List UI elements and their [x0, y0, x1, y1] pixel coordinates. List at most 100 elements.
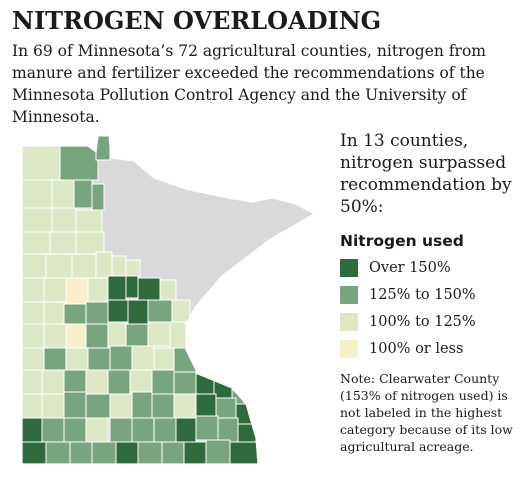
- county: [175, 417, 197, 443]
- county: [63, 303, 87, 325]
- county: [95, 251, 113, 279]
- county: [85, 323, 109, 349]
- county: [125, 323, 149, 347]
- county: [215, 397, 237, 419]
- legend-swatch: [340, 259, 358, 277]
- county: [59, 145, 99, 181]
- county: [22, 441, 47, 464]
- legend-label: 100% to 125%: [369, 314, 476, 330]
- note-text: Note: Clearwater County (153% of nitroge…: [340, 371, 513, 454]
- county: [153, 347, 175, 371]
- county: [171, 299, 191, 323]
- legend-panel: In 13 counties, nitrogen surpassed recom…: [340, 130, 526, 455]
- county: [107, 369, 131, 395]
- county: [41, 417, 65, 443]
- county: [151, 393, 175, 419]
- county: [22, 323, 45, 349]
- county: [91, 441, 117, 464]
- county: [205, 439, 231, 464]
- county: [107, 275, 127, 301]
- county: [173, 347, 197, 373]
- county: [217, 417, 239, 443]
- legend-swatch: [340, 313, 358, 331]
- legend-item-100-or-less: 100% or less: [340, 340, 526, 358]
- county: [159, 279, 177, 301]
- county: [151, 369, 175, 395]
- county: [43, 277, 67, 303]
- county-fill-layer: [22, 135, 314, 464]
- county: [131, 345, 155, 371]
- county: [125, 275, 139, 299]
- county: [195, 393, 217, 417]
- county: [87, 347, 111, 371]
- county: [153, 417, 177, 443]
- county: [147, 299, 173, 323]
- legend-item-100-125: 100% to 125%: [340, 313, 526, 331]
- legend-label: Over 150%: [369, 260, 451, 276]
- map-svg: [21, 134, 316, 465]
- county: [45, 253, 73, 279]
- county: [197, 341, 207, 373]
- county: [22, 231, 51, 255]
- legend-swatch: [340, 340, 358, 358]
- county: [173, 371, 197, 395]
- county: [131, 417, 155, 443]
- county: [111, 255, 127, 277]
- county: [41, 369, 65, 395]
- county: [63, 417, 87, 443]
- county: [73, 179, 93, 209]
- county: [169, 321, 187, 349]
- county: [75, 231, 105, 255]
- county: [125, 259, 141, 277]
- legend-label: 100% or less: [369, 341, 464, 357]
- county: [147, 321, 171, 347]
- county: [71, 253, 97, 279]
- county: [63, 369, 87, 393]
- county: [183, 441, 207, 464]
- county: [22, 253, 47, 279]
- page-title: NITROGEN OVERLOADING: [12, 6, 382, 35]
- legend-label: 125% to 150%: [369, 287, 476, 303]
- county: [107, 299, 129, 323]
- legend-title: Nitrogen used: [340, 232, 464, 250]
- county: [69, 441, 93, 464]
- county: [109, 393, 133, 419]
- county: [129, 369, 153, 393]
- county: [173, 393, 197, 419]
- county: [131, 391, 153, 419]
- county: [22, 179, 53, 209]
- county: [43, 301, 65, 325]
- county: [195, 415, 219, 441]
- county: [65, 347, 89, 371]
- county: [22, 277, 45, 303]
- county: [41, 393, 65, 419]
- county: [43, 347, 67, 371]
- county: [45, 441, 71, 464]
- county: [213, 379, 233, 399]
- county: [161, 441, 185, 464]
- county: [87, 277, 109, 303]
- county: [51, 207, 77, 233]
- county: [109, 345, 133, 371]
- county: [22, 145, 61, 181]
- county: [137, 277, 161, 301]
- legend-item-over-150: Over 150%: [340, 259, 526, 277]
- legend-swatch: [340, 286, 358, 304]
- county: [43, 323, 67, 349]
- county: [85, 417, 109, 443]
- county: [115, 441, 139, 464]
- state-outline: [21, 134, 316, 465]
- county: [127, 299, 149, 325]
- county: [22, 207, 53, 233]
- callout-text: In 13 counties, nitrogen surpassed recom…: [340, 131, 512, 217]
- county: [75, 209, 103, 233]
- county: [22, 417, 43, 443]
- counties: [22, 135, 259, 464]
- county: [65, 323, 87, 349]
- county: [107, 321, 127, 347]
- county: [51, 179, 75, 209]
- minnesota-county-map: [14, 128, 332, 476]
- county: [22, 347, 45, 371]
- county: [85, 393, 111, 419]
- county: [91, 183, 105, 211]
